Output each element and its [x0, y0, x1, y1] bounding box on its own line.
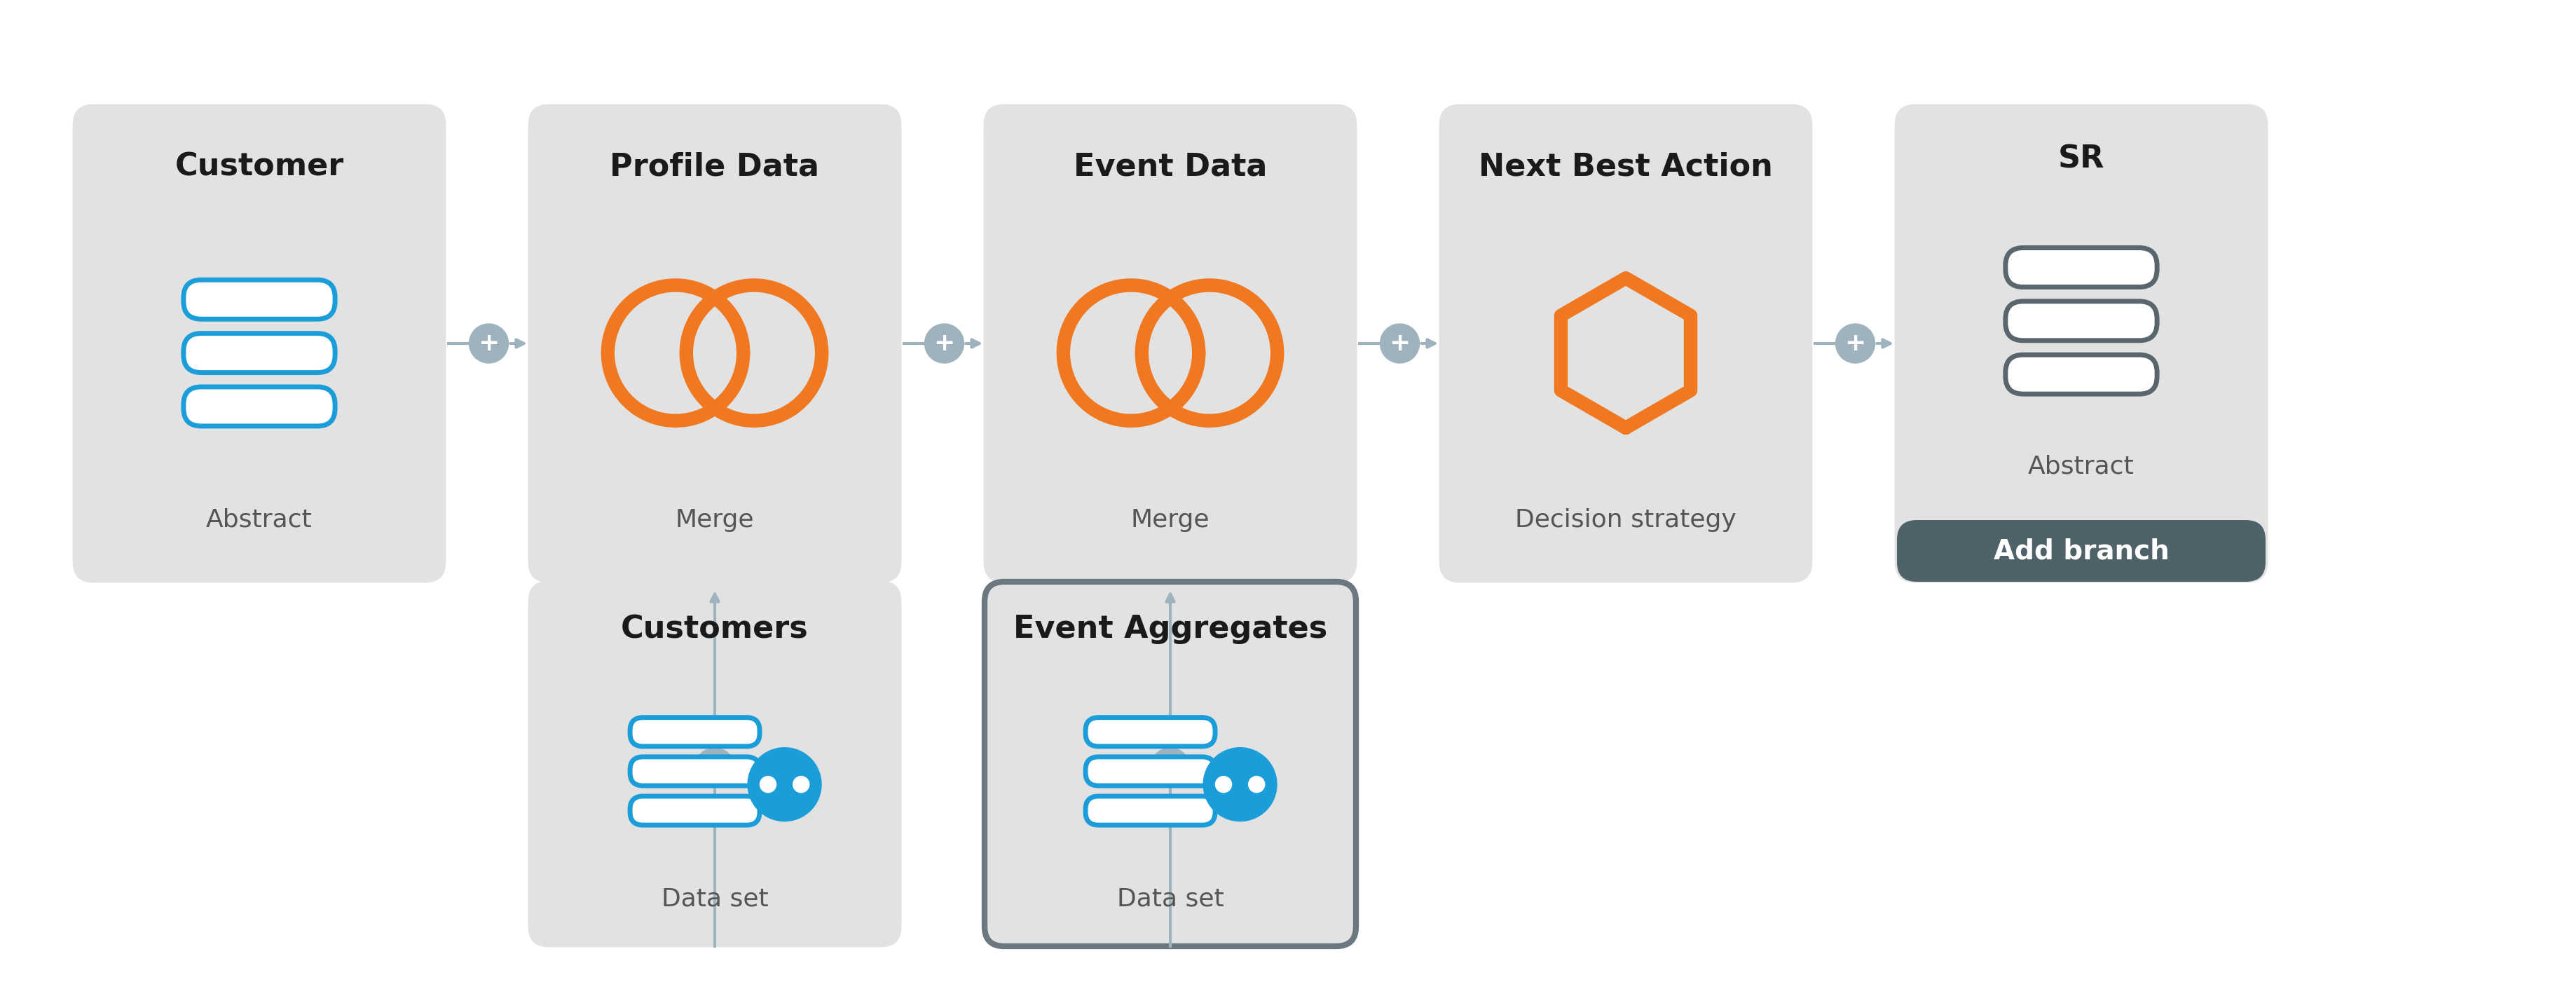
Text: Merge: Merge [1131, 508, 1211, 532]
Text: +: + [1388, 332, 1412, 356]
Circle shape [1837, 324, 1875, 364]
FancyBboxPatch shape [183, 280, 335, 319]
Text: +: + [479, 332, 500, 356]
Circle shape [1249, 776, 1265, 793]
Text: +: + [1159, 756, 1180, 780]
Text: Event Aggregates: Event Aggregates [1012, 615, 1327, 644]
FancyBboxPatch shape [984, 106, 1355, 582]
FancyBboxPatch shape [631, 757, 760, 786]
Text: +: + [1844, 332, 1865, 356]
Circle shape [696, 748, 734, 787]
Circle shape [1216, 776, 1231, 793]
Circle shape [760, 776, 775, 793]
Text: Decision strategy: Decision strategy [1515, 508, 1736, 532]
FancyBboxPatch shape [183, 334, 335, 373]
Text: SR: SR [2058, 144, 2105, 174]
Text: Next Best Action: Next Best Action [1479, 152, 1772, 182]
FancyBboxPatch shape [2007, 355, 2156, 394]
Text: Abstract: Abstract [2027, 454, 2136, 478]
FancyBboxPatch shape [984, 582, 1355, 946]
FancyBboxPatch shape [1896, 520, 2264, 582]
Circle shape [793, 776, 809, 793]
Text: Event Data: Event Data [1074, 152, 1267, 182]
Text: Merge: Merge [675, 508, 755, 532]
FancyBboxPatch shape [2007, 248, 2156, 287]
Circle shape [925, 324, 963, 364]
Circle shape [469, 324, 507, 364]
FancyBboxPatch shape [1896, 106, 2267, 582]
Text: +: + [933, 332, 956, 356]
Text: Customer: Customer [175, 152, 343, 182]
Circle shape [1203, 748, 1278, 821]
Text: Data set: Data set [1118, 886, 1224, 910]
FancyBboxPatch shape [1084, 757, 1216, 786]
FancyBboxPatch shape [183, 386, 335, 426]
Text: Add branch: Add branch [1994, 538, 2169, 565]
FancyBboxPatch shape [1084, 717, 1216, 746]
Circle shape [1381, 324, 1419, 364]
Circle shape [747, 748, 822, 821]
Text: Abstract: Abstract [206, 508, 312, 532]
Text: +: + [703, 756, 726, 780]
FancyBboxPatch shape [528, 582, 902, 946]
FancyBboxPatch shape [631, 717, 760, 746]
Text: Data set: Data set [662, 886, 768, 910]
FancyBboxPatch shape [631, 796, 760, 825]
Text: Customers: Customers [621, 615, 809, 644]
FancyBboxPatch shape [1440, 106, 1811, 582]
FancyBboxPatch shape [1084, 796, 1216, 825]
FancyBboxPatch shape [528, 106, 902, 582]
Text: Profile Data: Profile Data [611, 152, 819, 182]
FancyBboxPatch shape [2007, 302, 2156, 341]
Circle shape [1151, 748, 1190, 787]
FancyBboxPatch shape [75, 106, 446, 582]
